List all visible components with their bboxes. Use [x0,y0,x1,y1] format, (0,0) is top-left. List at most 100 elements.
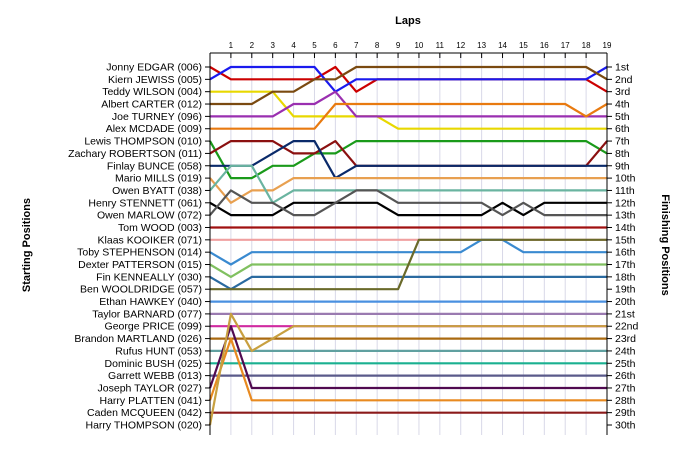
series-line-6 [210,102,608,130]
start-position-label: Ben WOOLDRIDGE (057) [80,284,202,296]
start-position-label: Tom WOOD (003) [118,222,202,234]
series-line-13 [209,189,607,217]
finish-position-label: 16th [615,247,636,259]
series-line-9 [210,140,607,180]
finish-position-label: 27th [615,382,636,394]
finish-position-label: 9th [615,160,630,172]
finish-position-label: 25th [615,358,636,370]
series-line-7 [209,140,608,180]
start-position-label: Rufus HUNT (053) [115,345,202,357]
start-position-label: Jonny EDGAR (006) [106,62,202,74]
start-position-label: Alex MCDADE (009) [106,123,202,135]
series-line-8 [209,140,608,167]
series-line-19 [210,238,607,291]
start-labels: Jonny EDGAR (006)Kiern JEWISS (005)Teddy… [68,62,202,432]
finish-position-label: 24th [615,345,636,357]
finish-position-label: 15th [615,234,636,246]
start-position-label: Joe TURNEY (096) [112,111,202,123]
finish-position-label: 28th [615,395,636,407]
start-position-label: Klaas KOOIKER (071) [98,234,202,246]
axes [205,52,612,435]
finish-position-label: 2nd [615,74,633,86]
x-ticks: 1 2 3 4 5 6 7 8 9 10 11 12 13 14 15 16 17 18 19 [229,41,612,50]
start-position-label: Teddy WILSON (004) [102,86,202,98]
x-tick-label: 13 [477,41,486,50]
start-position-label: Garrett WEBB (013) [108,370,202,382]
finish-position-label: 1st [615,62,629,74]
finish-labels: 1st2nd3rd4th5th6th7th8th9th10th11th12th1… [615,62,639,432]
start-position-label: Joseph TAYLOR (027) [98,382,202,394]
start-position-label: Dexter PATTERSON (015) [78,259,202,271]
x-tick-label: 5 [312,41,317,50]
series-group [208,65,608,426]
series-line-2 [209,65,608,93]
finish-position-label: 11th [615,185,635,197]
finish-position-label: 3rd [615,86,630,98]
x-tick-label: 12 [456,41,465,50]
x-tick-label: 18 [582,41,591,50]
y-axis-title-right: Finishing Positions [659,194,671,295]
x-tick-label: 10 [414,41,423,50]
x-tick-label: 4 [291,41,296,50]
x-tick-label: 1 [229,41,234,50]
x-tick-label: 6 [333,41,338,50]
start-position-label: Mario MILLS (019) [115,173,202,185]
series-line-5 [210,90,607,118]
start-position-label: Zachary ROBERTSON (011) [68,148,202,160]
finish-position-label: 5th [615,111,630,123]
start-position-label: Owen BYATT (038) [112,185,202,197]
start-position-label: Fin KENNEALLY (030) [96,271,202,283]
start-position-label: Toby STEPHENSON (014) [77,247,202,259]
start-position-label: Ethan HAWKEY (040) [99,296,202,308]
finish-position-label: 13th [615,210,636,222]
y-axis-title-left: Starting Positions [21,198,33,292]
start-position-label: Harry PLATTEN (041) [100,395,203,407]
start-position-label: Taylor BARNARD (077) [92,308,202,320]
series-line-11 [209,164,607,204]
start-position-label: Harry THOMPSON (020) [86,420,203,432]
x-tick-label: 2 [250,41,255,50]
start-position-label: Owen MARLOW (072) [97,210,202,222]
start-position-label: Kiern JEWISS (005) [108,74,202,86]
finish-position-label: 20th [615,296,636,308]
series-line-28 [208,337,607,402]
series-line-18 [209,275,607,291]
x-tick-label: 16 [540,41,549,50]
finish-position-label: 18th [615,271,636,283]
finish-position-label: 30th [615,420,636,432]
x-axis-title: Laps [395,15,421,27]
series-line-10 [209,177,607,204]
finish-position-label: 23rd [615,333,636,345]
series-line-4 [210,65,608,106]
finish-position-label: 8th [615,148,630,160]
grid [209,53,608,435]
series-line-12 [209,201,607,217]
finish-position-label: 12th [615,197,636,209]
x-tick-label: 17 [561,41,570,50]
start-position-label: Dominic BUSH (025) [105,358,202,370]
series-line-27 [208,325,607,390]
start-position-label: Henry STENNETT (061) [88,197,202,209]
start-position-label: Albert CARTER (012) [101,99,202,111]
start-position-label: Lewis THOMPSON (010) [84,136,202,148]
finish-position-label: 7th [615,136,630,148]
finish-position-label: 26th [615,370,636,382]
start-position-label: Caden MCQUEEN (042) [87,407,202,419]
finish-position-label: 21st [615,308,635,320]
start-position-label: Brandon MARTLAND (026) [74,333,202,345]
start-position-label: George PRICE (099) [105,321,202,333]
x-tick-label: 14 [498,41,507,50]
x-tick-label: 15 [519,41,528,50]
finish-position-label: 14th [615,222,636,234]
series-line-30 [208,312,607,426]
x-tick-label: 7 [354,41,359,50]
start-position-label: Finlay BUNCE (058) [107,160,202,172]
finish-position-label: 4th [615,99,630,111]
finish-position-label: 17th [615,259,636,271]
x-tick-label: 9 [396,41,401,50]
x-tick-label: 8 [375,41,380,50]
finish-position-label: 19th [615,284,636,296]
x-tick-label: 3 [270,41,275,50]
series-line-3 [210,90,607,130]
